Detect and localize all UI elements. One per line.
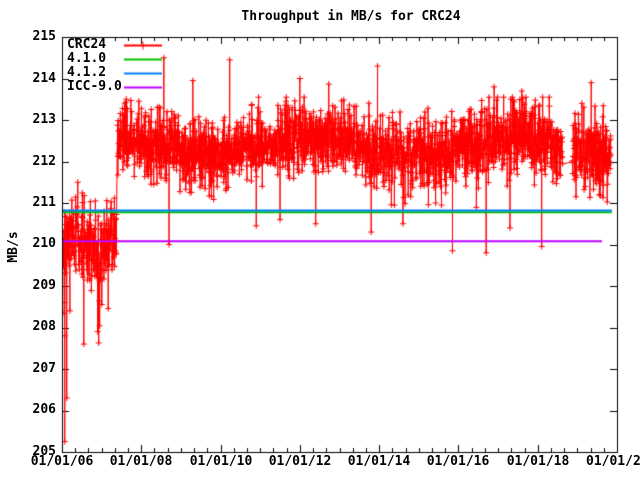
x-tick-2020: 01/01/2 xyxy=(586,454,640,469)
chart-title: Throughput in MB/s for CRC24 xyxy=(241,9,461,24)
x-tick-2010: 01/01/10 xyxy=(189,454,253,469)
y-tick-205: 205 xyxy=(32,444,56,459)
y-tick-212: 212 xyxy=(32,154,56,169)
y-tick-215: 215 xyxy=(32,29,56,44)
y-tick-213: 213 xyxy=(32,112,56,127)
x-tick-2008: 01/01/08 xyxy=(109,454,173,469)
x-tick-2006: 01/01/06 xyxy=(30,454,94,469)
y-tick-209: 209 xyxy=(32,278,56,293)
legend-item-4-1-2: 4.1.2 xyxy=(67,65,107,80)
legend-item-4-1-0: 4.1.0 xyxy=(67,51,107,66)
x-tick-2016: 01/01/16 xyxy=(426,454,490,469)
y-tick-206: 206 xyxy=(32,402,56,417)
x-tick-2014: 01/01/14 xyxy=(347,454,411,469)
x-tick-2018: 01/01/18 xyxy=(506,454,570,469)
x-tick-2012: 01/01/12 xyxy=(268,454,332,469)
legend-item-crc24: CRC24 xyxy=(67,37,107,52)
y-tick-210: 210 xyxy=(32,236,56,251)
y-tick-207: 207 xyxy=(32,361,56,376)
legend-item-icc-9-0: ICC-9.0 xyxy=(67,79,122,94)
y-tick-214: 214 xyxy=(32,71,56,86)
y-tick-211: 211 xyxy=(32,195,56,210)
y-tick-208: 208 xyxy=(32,319,56,334)
